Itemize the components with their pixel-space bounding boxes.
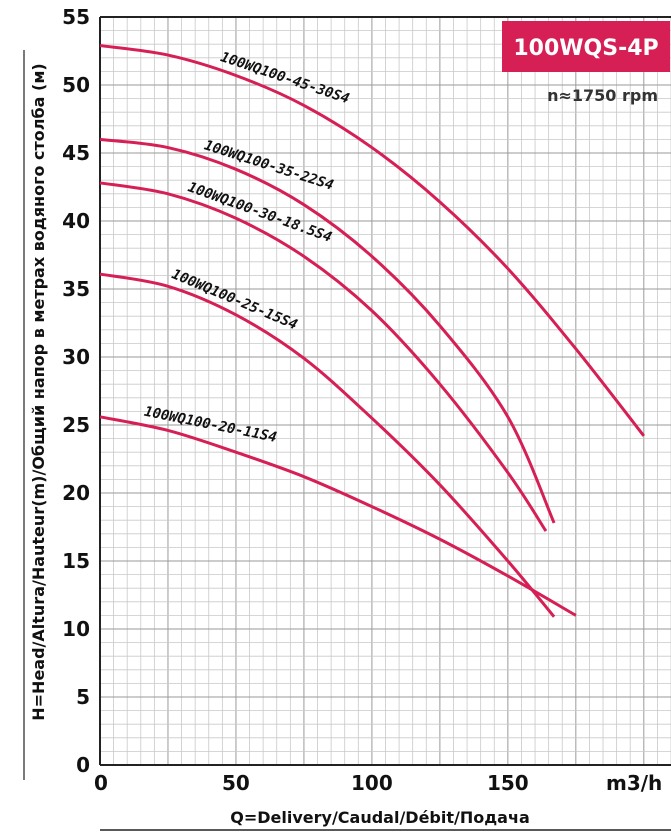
- x-tick-label: 0: [94, 771, 108, 795]
- x-tick-label: 50: [222, 771, 250, 795]
- title-badge-bg: [502, 21, 670, 72]
- y-tick-label: 55: [62, 5, 90, 29]
- series-line: [99, 44, 645, 437]
- series-label: 100WQ100-30-18.5S4: [186, 179, 334, 245]
- grid: [99, 16, 671, 766]
- series-label: 100WQ100-25-15S4: [169, 266, 300, 333]
- series-line: [99, 137, 556, 524]
- curves: [99, 44, 645, 618]
- y-tick-label: 0: [76, 753, 90, 777]
- title-badge: 100WQS-4P: [502, 21, 670, 72]
- y-tick-label: 15: [62, 549, 90, 573]
- y-axis-label: H=Head/Altura/Hauteur(m)/Общий напор в м…: [29, 63, 48, 720]
- y-tick-label: 5: [76, 685, 90, 709]
- series-line: [99, 415, 577, 617]
- x-tick-label: 100: [351, 771, 393, 795]
- x-axis-unit: m3/h: [606, 771, 662, 795]
- tick-labels: 0 5 10 15 20 25 30 35 40 45 50 55 0 50 100 150: [62, 5, 529, 795]
- series-line: [99, 272, 556, 618]
- y-tick-label: 10: [62, 617, 90, 641]
- chart-subtitle: n≈1750 rpm: [547, 86, 658, 105]
- chart-title: 100WQS-4P: [513, 36, 658, 61]
- y-tick-label: 45: [62, 141, 90, 165]
- y-tick-label: 20: [62, 481, 90, 505]
- y-tick-label: 50: [62, 73, 90, 97]
- y-tick-label: 40: [62, 209, 90, 233]
- x-axis-label: Q=Delivery/Caudal/Débit/Подача: [230, 808, 530, 827]
- y-tick-label: 30: [62, 345, 90, 369]
- curve-labels: 100WQ100-45-30S4100WQ100-35-22S4100WQ100…: [143, 49, 352, 446]
- y-tick-label: 35: [62, 277, 90, 301]
- series-line: [99, 181, 548, 532]
- x-tick-label: 150: [487, 771, 529, 795]
- y-tick-label: 25: [62, 413, 90, 437]
